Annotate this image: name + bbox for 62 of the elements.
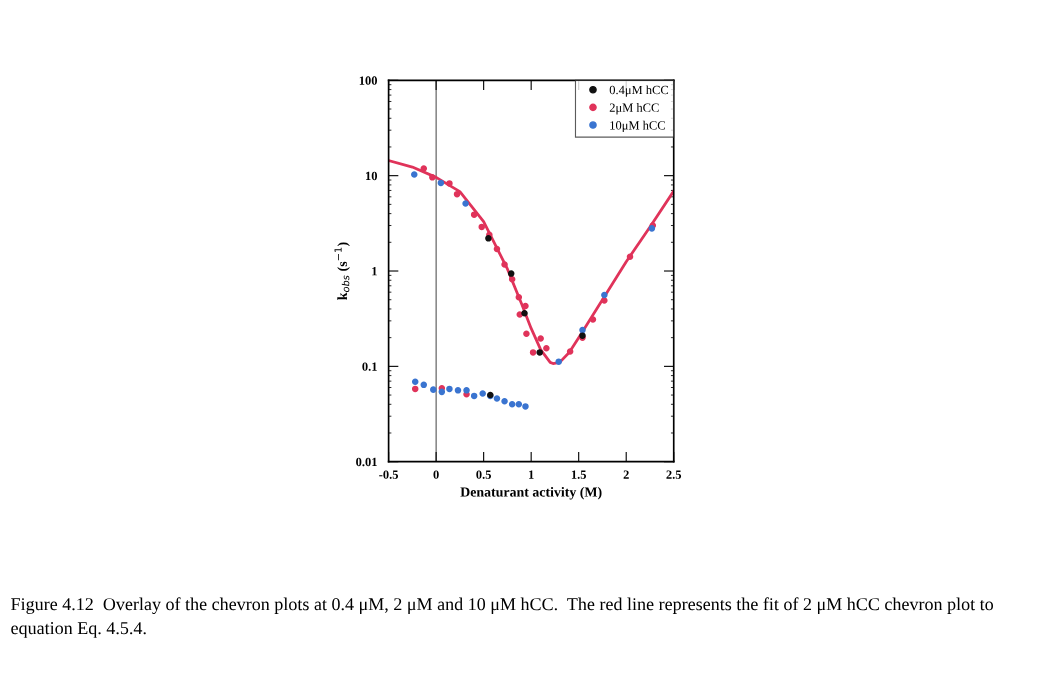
line-series xyxy=(388,159,674,365)
point xyxy=(411,385,419,393)
x-axis-title: Denaturant activity (M) xyxy=(460,486,602,500)
point xyxy=(453,190,461,198)
point xyxy=(429,174,436,181)
point xyxy=(566,348,574,355)
x-tick-label: 2.5 xyxy=(666,470,682,479)
point xyxy=(462,200,469,207)
x-tick-label: -0.5 xyxy=(379,470,399,479)
point xyxy=(420,381,428,389)
y-tick-label: 0.1 xyxy=(362,362,377,371)
point xyxy=(589,316,597,323)
point xyxy=(522,302,529,310)
point xyxy=(470,392,478,400)
point xyxy=(555,358,562,365)
point xyxy=(493,395,501,402)
point xyxy=(438,388,446,396)
point xyxy=(523,330,530,337)
point xyxy=(478,223,485,231)
x-tick-label: 2 xyxy=(623,470,629,479)
legend-label: 10μM hCC xyxy=(610,120,665,133)
point xyxy=(470,211,478,218)
point xyxy=(507,270,515,277)
point xyxy=(411,378,419,385)
point xyxy=(521,310,528,317)
point xyxy=(515,401,523,408)
legend-label: 0.4μM hCC xyxy=(609,85,669,97)
y-axis-title: k$_{obs}$ (s$^{−1}$) xyxy=(334,242,350,300)
point xyxy=(479,390,486,397)
legend-label: 2μM hCC xyxy=(609,103,659,115)
point xyxy=(430,386,437,393)
point xyxy=(446,385,453,393)
caption: Figure 4.12 Overlay of the chevron plots at 0.4 μM, 2 μM and 10 μM hCC. The red line represents the fit of 2 μM hCC chevron plot to equation Eq. 4.5.4. xyxy=(11,597,994,638)
point xyxy=(493,245,501,253)
point xyxy=(601,297,608,304)
point xyxy=(529,349,537,356)
point xyxy=(411,171,418,178)
x-tick-label: 0.5 xyxy=(476,470,491,479)
point xyxy=(454,387,462,394)
point xyxy=(536,349,543,356)
point xyxy=(508,401,516,408)
point xyxy=(446,180,453,187)
point xyxy=(543,344,550,352)
point xyxy=(626,253,634,261)
point xyxy=(463,387,470,394)
x-tick-label: 0 xyxy=(433,470,439,479)
x-tick-label: 1 xyxy=(529,470,534,479)
y-tick-label: 1 xyxy=(372,267,377,276)
y-tick-label: 0.01 xyxy=(356,457,377,467)
point xyxy=(579,326,586,334)
point xyxy=(522,403,529,410)
point xyxy=(601,291,608,299)
point xyxy=(501,261,508,268)
point xyxy=(420,165,428,172)
point xyxy=(515,294,523,301)
point xyxy=(501,398,508,405)
y-tick-label: 100 xyxy=(359,76,378,85)
point xyxy=(485,235,492,242)
y-tick-label: 10 xyxy=(366,171,378,181)
point xyxy=(537,335,544,342)
point xyxy=(437,179,445,187)
x-tick-label: 1.5 xyxy=(571,470,587,479)
